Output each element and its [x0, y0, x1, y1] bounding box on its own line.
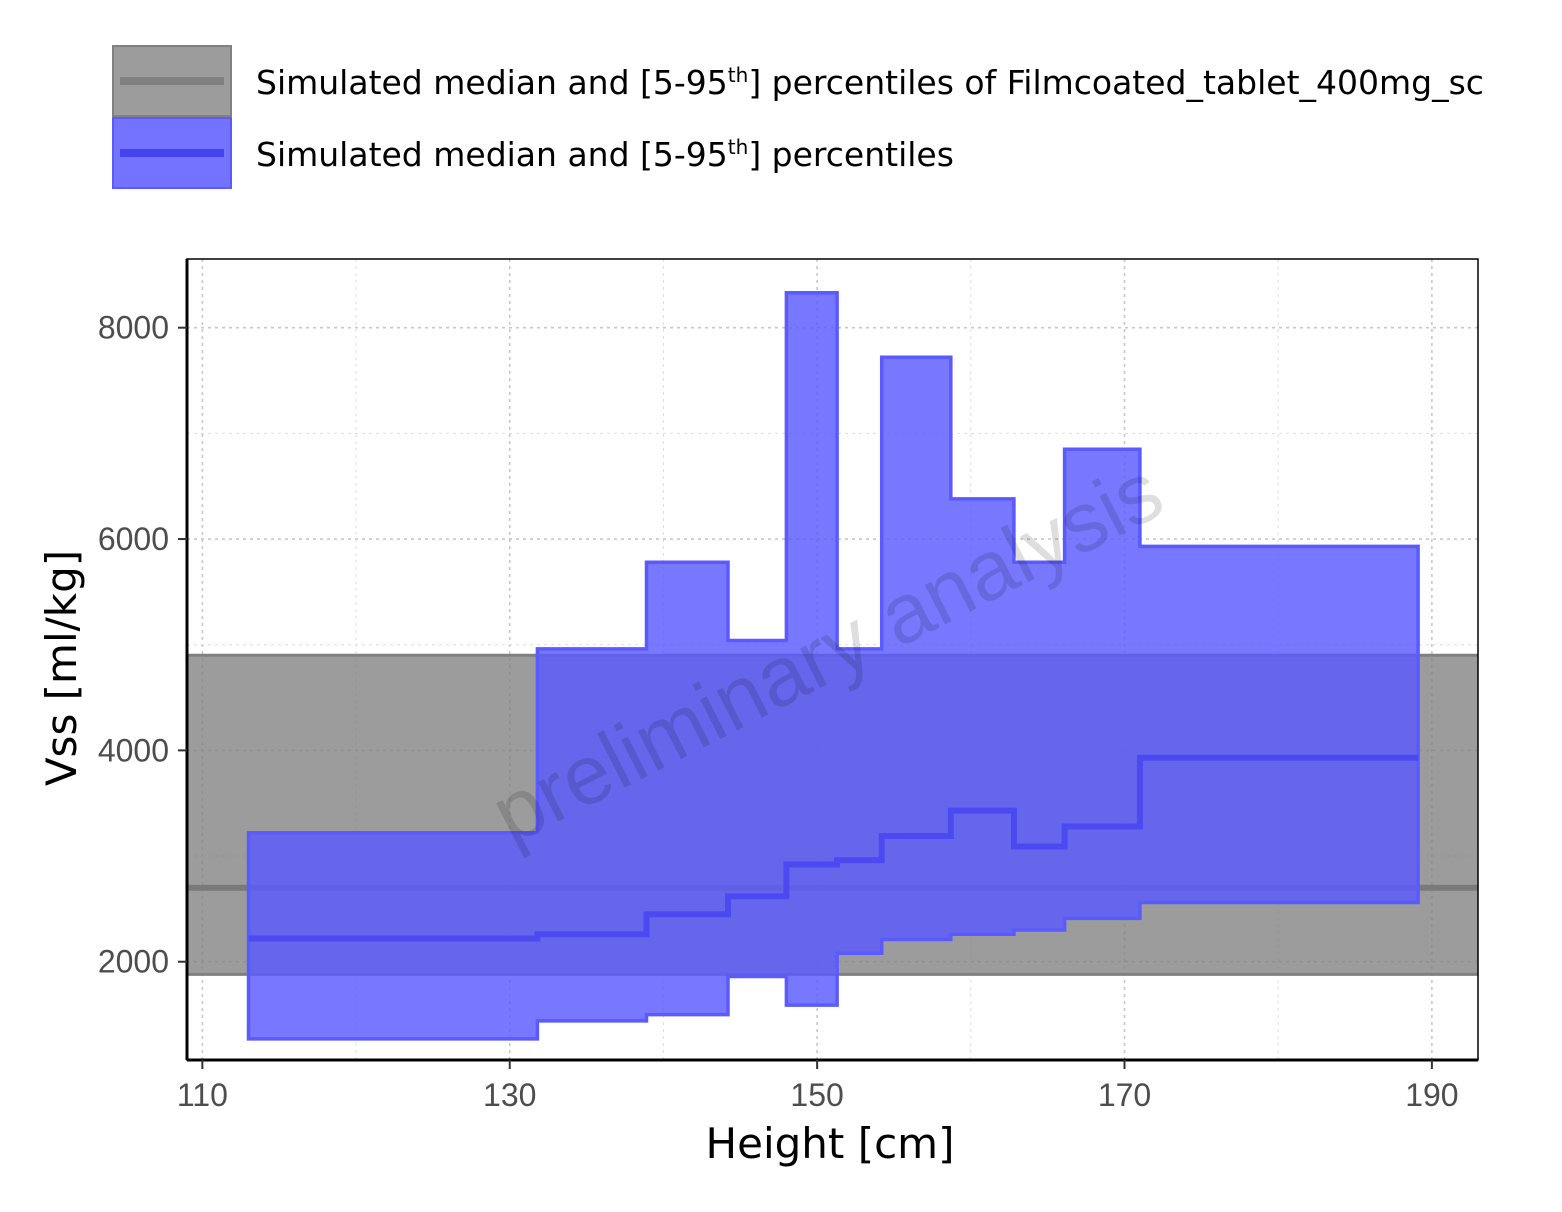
- y-tick-label-2: 6000: [98, 521, 169, 557]
- x-tick-label-1: 130: [483, 1077, 536, 1113]
- simulated-series: [246, 291, 1420, 1041]
- simulated-median-line: [248, 754, 1419, 942]
- x-axis-title: Height [cm]: [706, 1119, 955, 1168]
- y-tick-label-1: 4000: [98, 732, 169, 768]
- legend: Simulated median and [5-95th] percentile…: [112, 45, 1484, 189]
- legend-label-simulated: Simulated median and [5-95th] percentile…: [256, 135, 954, 174]
- simulated-percentile-band: [246, 291, 1420, 1041]
- x-axis-ticks: 110 130 150 170 190: [177, 1060, 1459, 1113]
- y-tick-label-0: 2000: [98, 944, 169, 980]
- y-axis-title: Vss [ml/kg]: [37, 550, 86, 786]
- x-tick-label-2: 150: [790, 1077, 843, 1113]
- y-tick-label-3: 8000: [98, 310, 169, 346]
- x-tick-label-3: 170: [1098, 1077, 1151, 1113]
- y-axis-ticks: 2000 4000 6000 8000: [98, 310, 187, 980]
- legend-label-reference: Simulated median and [5-95th] percentile…: [256, 63, 1484, 102]
- legend-entry-simulated: Simulated median and [5-95th] percentile…: [112, 117, 954, 189]
- legend-entry-reference: Simulated median and [5-95th] percentile…: [112, 45, 1484, 117]
- x-tick-label-4: 190: [1405, 1077, 1458, 1113]
- x-tick-label-0: 110: [177, 1077, 228, 1113]
